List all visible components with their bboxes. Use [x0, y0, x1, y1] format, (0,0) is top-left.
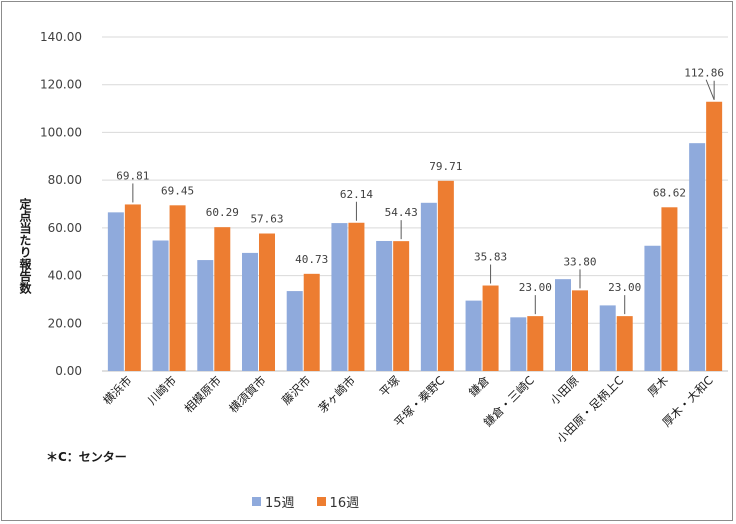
- legend-item-16w: 16週: [316, 492, 360, 511]
- bar-16w: [348, 222, 365, 371]
- data-label: 33.80: [563, 255, 596, 268]
- data-label: 57.63: [250, 213, 283, 226]
- data-label: 54.43: [385, 206, 418, 219]
- bar-15w: [599, 305, 616, 371]
- y-tick-label: 80.00: [48, 173, 82, 187]
- bar-16w: [661, 207, 678, 371]
- x-tick-label: 藤沢市: [279, 373, 313, 407]
- data-label: 69.45: [161, 184, 194, 197]
- x-tick-label: 川崎市: [145, 373, 179, 407]
- bar-15w: [555, 279, 571, 371]
- bar-16w: [706, 101, 723, 371]
- data-label: 79.71: [429, 160, 462, 173]
- x-tick-label: 厚木: [645, 373, 672, 400]
- bar-15w: [242, 252, 258, 371]
- y-tick-label: 60.00: [48, 221, 82, 235]
- data-label: 62.14: [340, 188, 373, 201]
- bar-16w: [527, 316, 544, 371]
- x-tick-label: 相模原市: [181, 373, 223, 415]
- bar-15w: [197, 260, 214, 371]
- data-label: 40.73: [295, 253, 328, 266]
- y-tick-label: 120.00: [40, 78, 82, 92]
- bar-16w: [259, 233, 275, 371]
- x-tick-label: 茅ヶ崎市: [316, 373, 358, 415]
- bar-16w: [616, 316, 633, 371]
- bar-15w: [286, 291, 303, 371]
- footnote: ＊C：センター: [46, 450, 127, 464]
- bar-16w: [214, 227, 231, 371]
- data-label: 69.81: [116, 169, 149, 182]
- bar-15w: [107, 212, 124, 371]
- bar-15w: [152, 240, 169, 371]
- bar-15w: [465, 300, 482, 371]
- data-label: 35.83: [474, 251, 507, 264]
- bar-15w: [376, 240, 393, 371]
- bar-16w: [124, 204, 141, 371]
- legend-item-15w: 15週: [252, 492, 295, 511]
- legend: 15週 16週: [252, 492, 359, 511]
- bar-15w: [420, 202, 437, 371]
- data-label-leader: [705, 79, 715, 100]
- y-tick-label: 0.00: [55, 364, 82, 378]
- x-tick-label: 横須賀市: [226, 373, 268, 415]
- bar-16w: [482, 285, 499, 371]
- bar-16w: [393, 241, 410, 371]
- bar-16w: [572, 290, 588, 371]
- x-tick-label: 平塚: [377, 373, 404, 400]
- y-tick-label: 140.00: [40, 30, 82, 44]
- legend-label-16w: 16週: [329, 496, 360, 511]
- y-tick-label: 100.00: [40, 125, 82, 139]
- data-label: 68.62: [653, 186, 686, 199]
- legend-swatch-15w: [252, 497, 261, 506]
- bar-15w: [644, 245, 661, 371]
- bar-15w: [510, 317, 527, 371]
- bar-16w: [437, 180, 454, 371]
- y-tick-label: 40.00: [48, 269, 82, 283]
- bar-16w: [169, 205, 186, 371]
- bar-16w: [303, 273, 320, 371]
- legend-swatch-16w: [316, 497, 326, 506]
- data-label: 60.29: [206, 206, 239, 219]
- data-label: 23.00: [519, 281, 552, 294]
- x-tick-label: 鎌倉: [466, 373, 493, 400]
- legend-label-15w: 15週: [265, 496, 295, 511]
- data-label: 23.00: [608, 281, 641, 294]
- data-label: 112.86: [684, 67, 724, 80]
- y-tick-label: 20.00: [48, 316, 82, 330]
- bar-15w: [689, 143, 706, 371]
- bar-15w: [331, 223, 348, 371]
- x-tick-label: 横浜市: [100, 373, 134, 407]
- y-axis-label: 定点当たり報告数: [18, 198, 32, 294]
- x-tick-label: 小田原: [547, 373, 581, 407]
